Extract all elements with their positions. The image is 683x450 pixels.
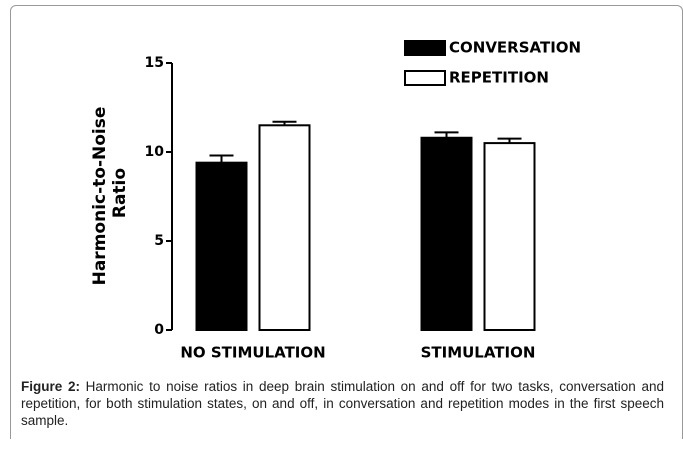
caption: Figure 2: Harmonic to noise ratios in de… [21,378,664,429]
bar [420,136,473,331]
y-tick-label: 0 [154,322,164,338]
legend-swatch [404,40,446,56]
caption-text: Harmonic to noise ratios in deep brain s… [21,379,664,428]
x-tick-label: STIMULATION [421,344,536,362]
y-tick-label: 15 [145,55,164,71]
y-tick-label: 10 [145,144,165,160]
caption-label: Figure 2: [21,379,80,394]
chart: Harmonic-to-Noise Ratio 0 5 10 15 NO STIMULA… [90,39,581,362]
y-label-line: Ratio [110,168,130,224]
legend-label: CONVERSATION [449,39,581,57]
legend-swatch [404,70,446,86]
y-label-line: Harmonic-to-Noise [90,107,110,286]
y-axis-label: Harmonic-to-Noise Ratio [90,107,130,286]
legend-label: REPETITION [449,69,549,87]
x-tick-label: NO STIMULATION [180,344,325,362]
y-tick-label: 5 [154,233,164,249]
bar [195,161,248,331]
bar [483,142,536,331]
bar [258,124,311,331]
